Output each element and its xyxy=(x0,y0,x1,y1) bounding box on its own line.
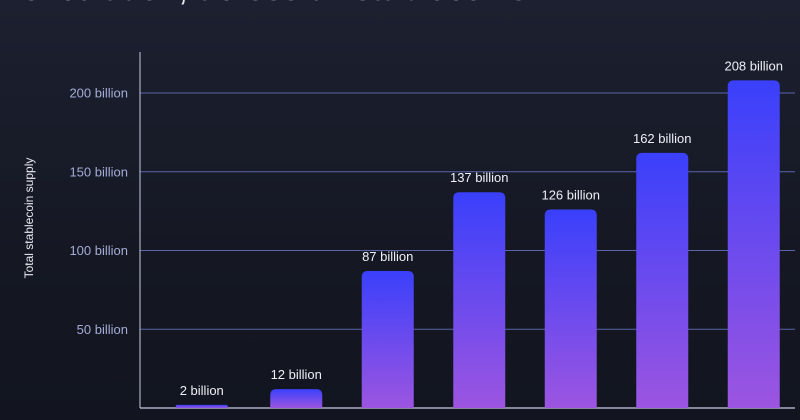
bar xyxy=(727,80,780,409)
y-tick-label: 200 billion xyxy=(69,86,128,101)
bars xyxy=(175,80,780,409)
bar xyxy=(453,192,506,408)
y-tick-labels: 50 billion 100 billion 150 billion 200 bill… xyxy=(69,86,128,337)
bar xyxy=(175,404,228,408)
bar-value-label: 208 billion xyxy=(724,58,783,73)
bar-value-label: 87 billion xyxy=(362,249,413,264)
bar xyxy=(636,152,689,408)
bar-value-label: 12 billion xyxy=(271,367,322,382)
bar-value-label: 162 billion xyxy=(633,131,692,146)
y-tick-label: 50 billion xyxy=(77,322,128,337)
bar xyxy=(270,389,323,408)
y-tick-label: 150 billion xyxy=(69,164,128,179)
y-tick-label: 100 billion xyxy=(69,243,128,258)
bar-value-label: 126 billion xyxy=(541,188,600,203)
bar xyxy=(544,209,597,408)
bar xyxy=(361,270,414,408)
bar-value-label: 2 billion xyxy=(180,383,224,398)
bar-value-label: 137 billion xyxy=(450,170,509,185)
y-axis-title: Total stablecoin supply xyxy=(22,158,36,279)
bar-value-labels: 2 billion 12 billion 87 billion 137 billion… xyxy=(180,58,783,397)
